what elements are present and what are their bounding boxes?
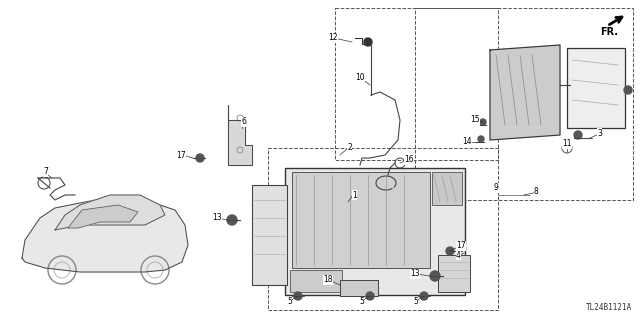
Text: 3: 3 (597, 129, 602, 137)
Bar (335, 8, 498, 160)
Bar (438, 255, 470, 292)
Polygon shape (228, 105, 252, 165)
Polygon shape (490, 45, 560, 140)
Circle shape (196, 154, 204, 162)
Text: 13: 13 (410, 270, 420, 278)
Text: 14: 14 (462, 137, 472, 146)
Bar (432, 172, 462, 205)
Bar (340, 280, 378, 296)
Bar (285, 168, 465, 295)
Circle shape (227, 215, 237, 225)
Text: 7: 7 (43, 167, 48, 176)
Circle shape (294, 292, 302, 300)
Text: TL24B1121A: TL24B1121A (586, 303, 632, 312)
Text: 18: 18 (323, 276, 333, 285)
Text: 5: 5 (359, 298, 364, 307)
Text: 15: 15 (470, 115, 480, 124)
Text: 8: 8 (534, 188, 539, 197)
Text: 16: 16 (404, 155, 413, 165)
Bar (567, 48, 625, 128)
Circle shape (568, 81, 575, 88)
Text: 11: 11 (563, 139, 572, 149)
Bar (252, 185, 287, 285)
Circle shape (624, 86, 632, 94)
Text: 13: 13 (212, 213, 222, 222)
Text: 2: 2 (348, 144, 352, 152)
Text: 1: 1 (352, 190, 357, 199)
Polygon shape (68, 205, 138, 228)
Text: 5: 5 (413, 298, 418, 307)
Circle shape (366, 292, 374, 300)
Circle shape (420, 292, 428, 300)
Circle shape (574, 131, 582, 139)
Circle shape (480, 119, 486, 125)
Text: FR.: FR. (600, 27, 618, 37)
Text: 9: 9 (494, 183, 499, 192)
Circle shape (430, 271, 440, 281)
Bar (290, 270, 342, 292)
Text: 12: 12 (328, 33, 338, 42)
Text: 4: 4 (456, 250, 461, 259)
Text: 10: 10 (355, 73, 365, 83)
Text: 17: 17 (456, 241, 466, 250)
Polygon shape (55, 195, 165, 230)
Bar (292, 172, 430, 268)
Circle shape (478, 136, 484, 142)
Circle shape (446, 247, 454, 255)
Text: 17: 17 (177, 151, 186, 160)
Polygon shape (22, 200, 188, 272)
Bar (415, 8, 633, 200)
Text: 6: 6 (241, 117, 246, 127)
Text: 5: 5 (287, 298, 292, 307)
Bar (268, 148, 498, 310)
Circle shape (364, 38, 372, 46)
